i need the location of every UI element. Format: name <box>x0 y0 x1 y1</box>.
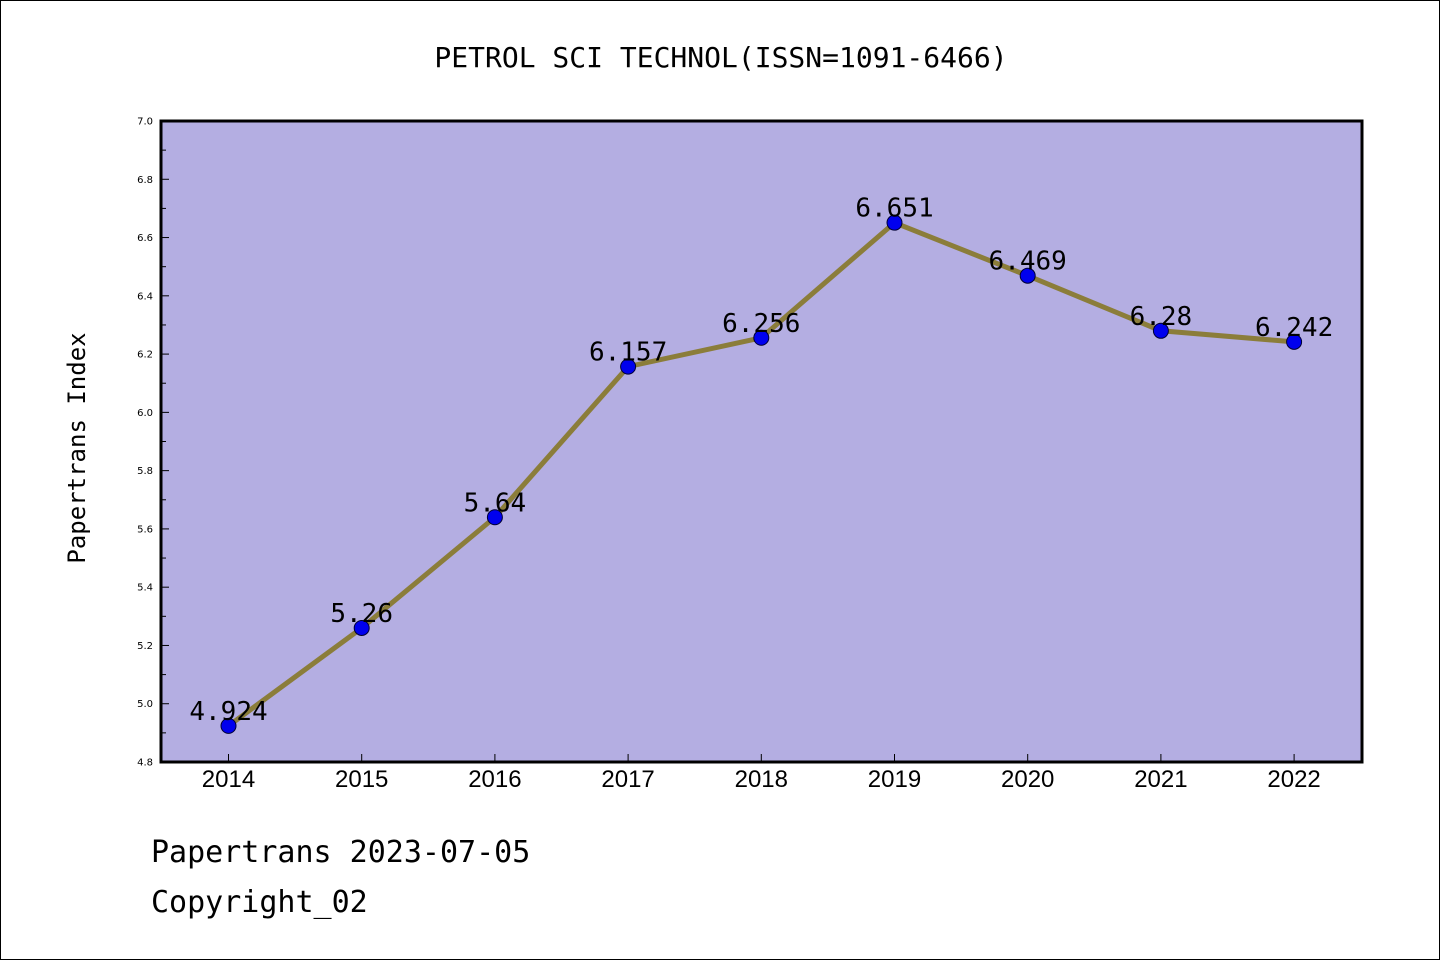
data-label: 4.924 <box>189 697 267 727</box>
y-tick-label: 4.8 <box>137 758 153 769</box>
footer-date-text: Papertrans 2023-07-05 <box>151 835 531 870</box>
data-point-marker <box>1152 322 1169 339</box>
y-tick-label: 7.0 <box>137 117 153 128</box>
x-tick-label: 2017 <box>601 766 654 793</box>
y-tick-label: 5.6 <box>137 524 153 535</box>
x-tick-label: 2018 <box>735 766 788 793</box>
data-point-marker <box>753 329 770 346</box>
data-label: 6.651 <box>855 194 933 224</box>
data-point-marker <box>1286 333 1303 350</box>
y-tick-label: 5.4 <box>137 583 153 594</box>
data-point-marker <box>886 214 903 231</box>
footer-copyright-text: Copyright_02 <box>151 885 368 920</box>
y-tick-label: 6.6 <box>137 233 153 244</box>
data-labels: 4.924 5.26 5.64 6.157 6.256 6.651 6.469 6.28 6.2… <box>189 194 1333 727</box>
x-tick-label: 2014 <box>202 766 255 793</box>
data-point-marker <box>486 509 503 526</box>
x-tick-label: 2015 <box>335 766 388 793</box>
chart-title: PETROL SCI TECHNOL(ISSN=1091-6466) <box>434 41 1007 74</box>
y-tick-label: 6.8 <box>137 175 153 186</box>
y-tick-label: 6.2 <box>137 350 153 361</box>
data-label: 6.469 <box>989 247 1067 277</box>
x-tick-label: 2022 <box>1267 766 1320 793</box>
data-point-marker <box>1019 267 1036 284</box>
x-tick-label: 2020 <box>1001 766 1054 793</box>
y-tick-label: 6.0 <box>137 408 153 419</box>
data-label: 6.242 <box>1255 313 1333 343</box>
y-tick-label: 5.8 <box>137 466 153 477</box>
plot-area <box>159 119 1364 764</box>
data-point-marker <box>353 619 370 636</box>
x-tick-label: 2019 <box>868 766 921 793</box>
x-axis: 2014 2015 2016 2017 2018 2019 2020 2021 2022 <box>202 754 1321 793</box>
data-label: 5.26 <box>330 599 393 629</box>
data-label: 6.28 <box>1130 302 1193 332</box>
data-label: 6.256 <box>722 309 800 339</box>
y-axis: 4.8 5.0 5.2 5.4 5.6 5.8 6.0 6.2 6.4 6.6 6.8 7.0 <box>137 117 169 769</box>
data-label: 6.157 <box>589 338 667 368</box>
x-tick-label: 2021 <box>1134 766 1187 793</box>
y-tick-label: 5.2 <box>137 641 153 652</box>
y-tick-label: 6.4 <box>137 291 153 302</box>
y-axis-label: Papertrans Index <box>63 332 91 563</box>
y-tick-label: 5.0 <box>137 699 153 710</box>
x-tick-label: 2016 <box>468 766 521 793</box>
data-label: 5.64 <box>464 488 527 518</box>
data-point-marker <box>620 358 637 375</box>
data-point-marker <box>220 717 237 734</box>
series-line-group <box>220 214 1303 734</box>
